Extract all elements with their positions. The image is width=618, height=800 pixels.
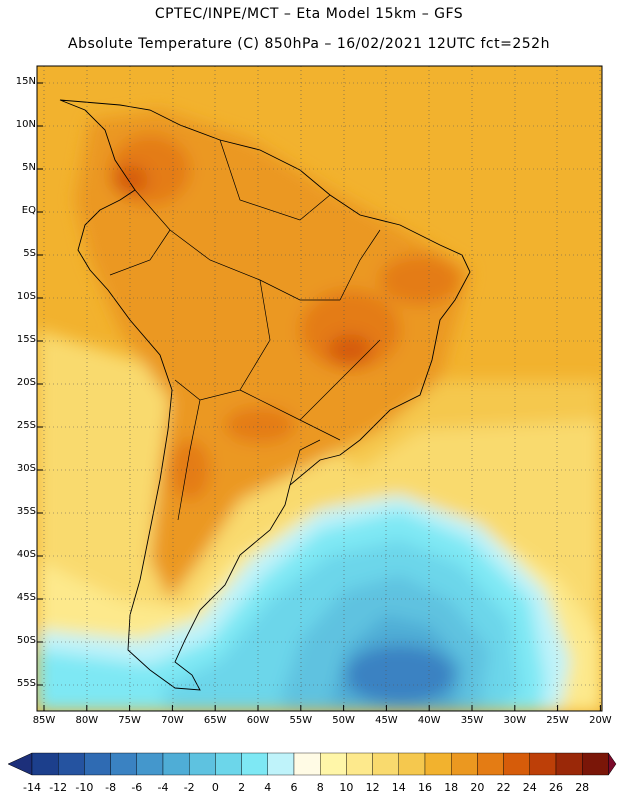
colorbar-cell xyxy=(110,752,137,776)
colorbar-label: -8 xyxy=(105,781,117,794)
colorbar-cell xyxy=(398,752,426,776)
colorbar-cell xyxy=(555,752,583,776)
colorbar-label: 26 xyxy=(549,781,563,794)
lat-label: 20S xyxy=(16,377,36,388)
colorbar-cell xyxy=(58,752,85,776)
lon-label: 80W xyxy=(75,715,99,726)
colorbar-cell xyxy=(188,752,216,776)
colorbar-cell xyxy=(267,752,295,776)
colorbar-cell xyxy=(477,752,504,776)
map-frame xyxy=(36,65,603,712)
lat-label: EQ xyxy=(21,205,36,216)
lon-label: 65W xyxy=(203,715,227,726)
lat-label: 35S xyxy=(16,506,36,517)
colorbar-min-arrow xyxy=(7,752,33,776)
colorbar-label: 6 xyxy=(290,781,298,794)
lon-label: 55W xyxy=(289,715,313,726)
lat-label: 45S xyxy=(16,592,36,603)
colorbar-label: 14 xyxy=(391,781,406,794)
lon-label: 75W xyxy=(118,715,141,726)
colorbar-cell xyxy=(162,752,190,776)
chart-subtitle: Absolute Temperature (C) 850hPa – 16/02/… xyxy=(68,36,550,52)
lon-label: 85W xyxy=(32,715,56,726)
colorbar-label: 0 xyxy=(211,781,219,794)
lon-label: 50W xyxy=(332,715,355,726)
colorbar-label: 20 xyxy=(470,781,485,794)
lon-label: 30W xyxy=(503,715,527,726)
colorbar-label: -14 xyxy=(23,781,41,794)
colorbar-cell xyxy=(241,752,269,776)
colorbar-label: 28 xyxy=(575,781,590,794)
axis-ticks xyxy=(37,82,601,711)
lat-label: 55S xyxy=(16,678,36,689)
lat-label: 10S xyxy=(16,291,36,302)
lat-label: 40S xyxy=(16,549,36,560)
colorbar-label: -4 xyxy=(157,781,169,794)
colorbar xyxy=(7,752,617,776)
colorbar-cell xyxy=(320,752,347,776)
lat-label: 30S xyxy=(16,463,36,474)
lon-label: 35W xyxy=(460,715,484,726)
colorbar-label: 18 xyxy=(444,781,459,794)
colorbar-cell xyxy=(529,752,557,776)
colorbar-label: 4 xyxy=(264,781,272,794)
lat-label: 15N xyxy=(15,76,36,87)
lat-label: 15S xyxy=(16,334,36,345)
lon-label: 70W xyxy=(161,715,184,726)
colorbar-label: -6 xyxy=(131,781,143,794)
lon-label: 20W xyxy=(589,715,612,726)
colorbar-cell xyxy=(582,752,609,776)
temperature-field xyxy=(37,66,602,711)
colorbar-cell xyxy=(503,752,531,776)
colorbar-label: 10 xyxy=(339,781,354,794)
country-borders xyxy=(109,139,381,521)
lat-label: 10N xyxy=(15,119,36,130)
colorbar-cell xyxy=(424,752,452,776)
colorbar-label: 22 xyxy=(496,781,511,794)
colorbar-cell xyxy=(84,752,111,776)
colorbar-label: 16 xyxy=(418,781,432,794)
colorbar-label: -12 xyxy=(49,781,68,794)
south-america-outline xyxy=(59,99,471,691)
colorbar-cell xyxy=(31,752,59,776)
lat-label: 5N xyxy=(22,162,36,173)
colorbar-cell xyxy=(136,752,164,776)
lat-label: 25S xyxy=(16,420,36,431)
colorbar-label: 12 xyxy=(365,781,380,794)
colorbar-label: 8 xyxy=(316,781,324,794)
colorbar-cell xyxy=(215,752,242,776)
lat-label: 5S xyxy=(23,248,36,259)
lon-label: 25W xyxy=(546,715,569,726)
colorbar-max-arrow xyxy=(608,752,617,776)
lon-label: 60W xyxy=(246,715,270,726)
lon-label: 45W xyxy=(375,715,398,726)
colorbar-label: -2 xyxy=(183,781,195,794)
lon-label: 40W xyxy=(417,715,441,726)
colorbar-cell xyxy=(451,752,478,776)
colorbar-cell xyxy=(346,752,373,776)
colorbar-label: 2 xyxy=(238,781,246,794)
chart-title: CPTEC/INPE/MCT – Eta Model 15km – GFS xyxy=(154,6,464,22)
colorbar-cell xyxy=(293,752,321,776)
temperature-map xyxy=(36,65,603,712)
colorbar-cell xyxy=(372,752,400,776)
lat-label: 50S xyxy=(16,635,36,646)
colorbar-label: 24 xyxy=(522,781,537,794)
colorbar-label: -10 xyxy=(75,781,94,794)
